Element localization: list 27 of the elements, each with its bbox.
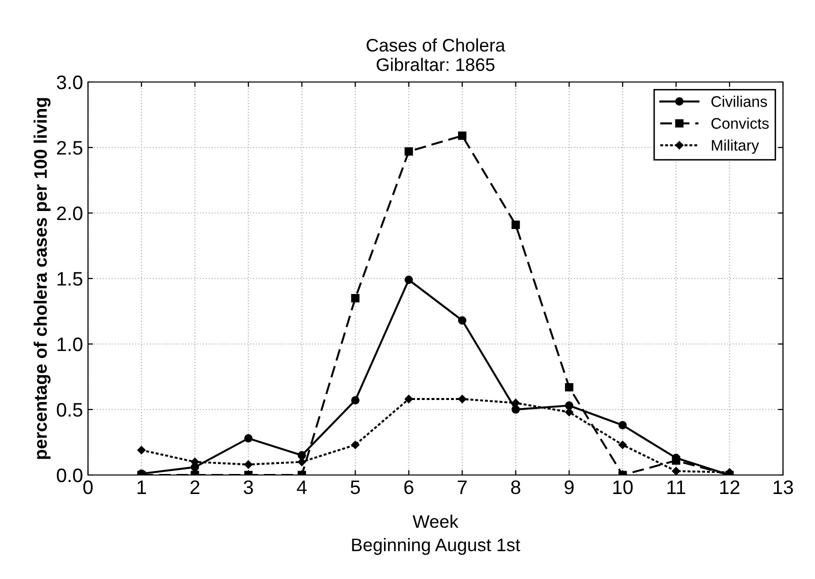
x-tick-label: 9 (564, 480, 574, 494)
x-tick-label: 5 (350, 480, 360, 494)
x-tick-label: 6 (404, 480, 414, 494)
y-tick-label: 2.5 (57, 140, 82, 155)
chart-title: Cases of Cholera Gibraltar: 1865 (366, 38, 506, 72)
x-tick-label: 3 (244, 480, 253, 494)
x-tick-label: 0 (83, 480, 93, 494)
x-tick-label: 4 (296, 480, 307, 494)
x-axis-title: Week Beginning August 1st (352, 514, 520, 555)
x-tick-label: 13 (774, 480, 793, 494)
x-tick-label: 11 (667, 480, 686, 494)
x-tick-label: 10 (613, 480, 633, 494)
legend-label: Military (712, 140, 760, 154)
x-tick-label: 2 (190, 480, 200, 494)
x-tick-label: 1 (138, 480, 146, 494)
y-tick-label: 3.0 (56, 75, 82, 90)
x-tick-label: 8 (511, 480, 520, 494)
y-tick-label: 2.0 (57, 206, 82, 220)
y-axis-title: percentage of cholera cases per 100 living (34, 98, 51, 459)
y-tick-label: 1.0 (58, 337, 82, 352)
legend-label: Convicts (711, 118, 769, 129)
x-tick-label: 12 (720, 480, 740, 494)
y-tick-label: 0.5 (56, 402, 82, 417)
y-tick-label: 0.0 (56, 468, 82, 482)
x-tick-label: 7 (458, 480, 467, 494)
y-tick-label: 1.5 (58, 272, 82, 286)
legend-label: Civilians (711, 96, 767, 107)
